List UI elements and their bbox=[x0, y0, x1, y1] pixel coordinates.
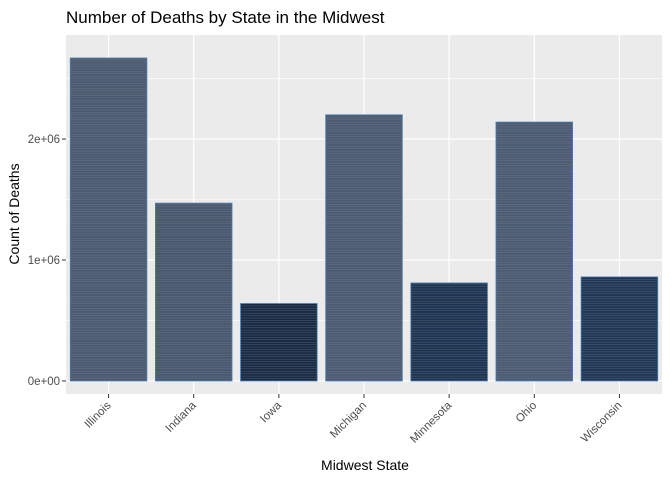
bar-minnesota bbox=[410, 282, 488, 382]
bar-wisconsin bbox=[580, 276, 659, 382]
bar bbox=[580, 276, 659, 382]
bar-indiana bbox=[154, 202, 233, 382]
chart-title: Number of Deaths by State in the Midwest bbox=[66, 8, 385, 27]
bar bbox=[495, 121, 574, 382]
y-tick-label: 2e+06 bbox=[28, 134, 60, 146]
bar bbox=[154, 202, 233, 382]
y-tick-label: 1e+06 bbox=[28, 255, 60, 267]
y-axis: 0e+00 1e+06 2e+06 bbox=[28, 134, 66, 388]
bar-iowa bbox=[240, 303, 318, 382]
bar bbox=[69, 57, 148, 382]
y-tick-label: 0e+00 bbox=[28, 376, 60, 388]
x-axis-title: Midwest State bbox=[321, 457, 409, 473]
y-axis-title: Count of Deaths bbox=[6, 163, 22, 264]
bar-ohio bbox=[495, 121, 574, 382]
bar-illinois bbox=[69, 57, 148, 382]
bar-group bbox=[69, 57, 659, 382]
bar-michigan bbox=[325, 114, 403, 382]
bar bbox=[410, 282, 488, 382]
